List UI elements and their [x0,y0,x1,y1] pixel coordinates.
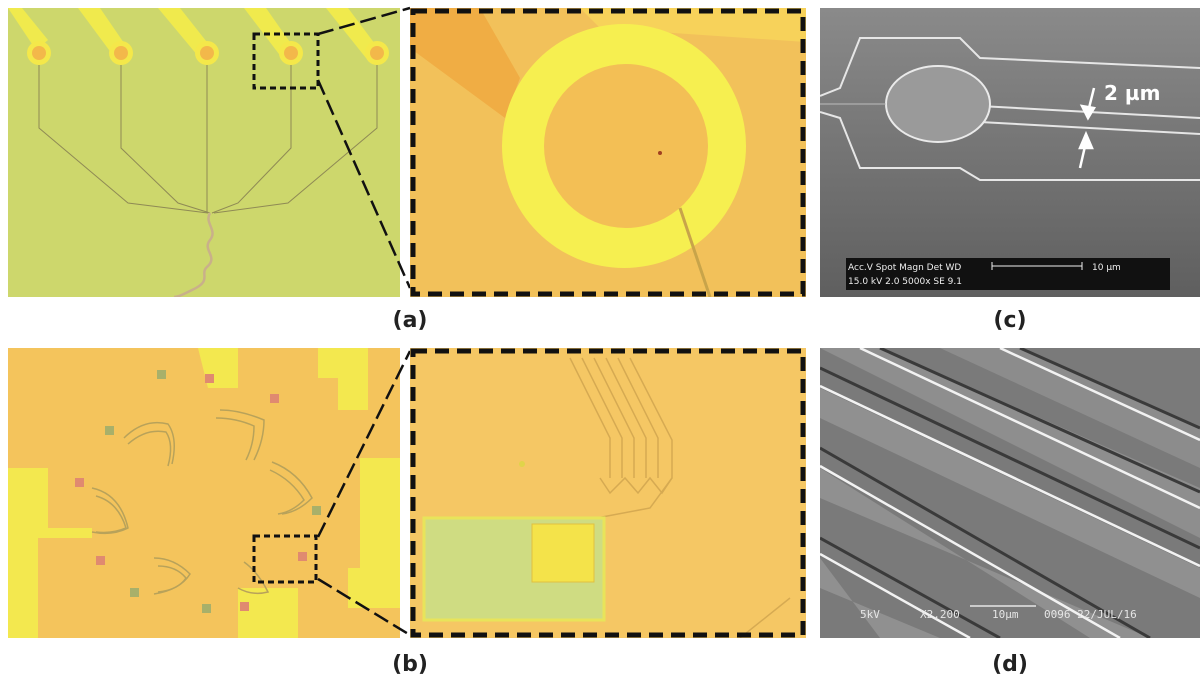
label-d: (d) [992,652,1028,677]
zoom-connector-a [316,6,412,289]
zoom-connector-b [316,350,412,637]
label-a: (a) [392,308,428,333]
sem-d-voltage: 5kV [860,608,880,621]
micrograph-b-overview [8,348,400,638]
sem-d-magnification: X2,200 [920,608,960,621]
label-b: (b) [392,652,428,677]
sem-d-scale-label: 10µm [992,608,1019,621]
sem-databar-row1: Acc.V Spot Magn Det WD [848,263,961,273]
label-c: (c) [993,308,1027,333]
sem-d-date: 0096 22/JUL/16 [1044,608,1137,621]
sem-databar-row2: 15.0 kV 2.0 5000x SE 9.1 [848,277,962,287]
sem-image-d: 5kV X2,200 10µm 0096 22/JUL/16 [820,348,1200,638]
micrograph-b-zoom [410,348,806,638]
micrograph-a-zoom [410,8,806,297]
dimension-label: 2 µm [1104,81,1160,105]
micrograph-a-overview [8,8,400,297]
sem-scale-label: 10 µm [1092,263,1121,273]
sem-image-c: 2 µm Acc.V Spot Magn Det WD 15.0 kV 2.0 … [820,8,1200,297]
